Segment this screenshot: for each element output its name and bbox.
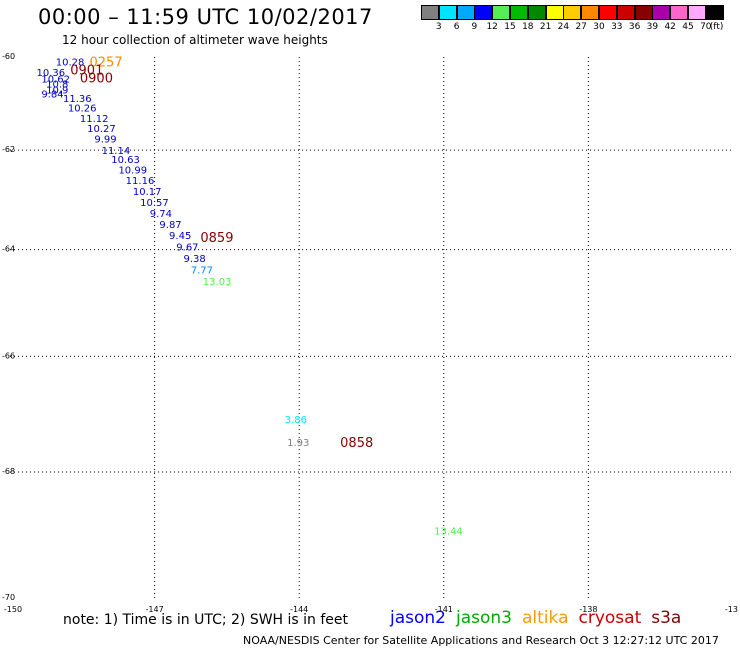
scale-label: 6 — [453, 22, 460, 32]
y-tick-label: -68 — [2, 467, 15, 476]
scale-swatch — [634, 5, 653, 20]
swh-data-point: 9.67 — [176, 242, 198, 253]
swh-data-point: 10.8 — [46, 79, 68, 90]
scale-swatch — [474, 5, 493, 20]
units-note: note: 1) Time is in UTC; 2) SWH is in fe… — [63, 612, 349, 628]
swh-data-point: 9.84 — [41, 90, 63, 101]
swh-data-point: 10.27 — [87, 124, 116, 135]
scale-swatch — [581, 5, 600, 20]
scale-swatch — [438, 5, 457, 20]
chart-subtitle: 12 hour collection of altimeter wave hei… — [62, 33, 328, 47]
scale-swatch — [563, 5, 582, 20]
scale-label: 9 — [471, 22, 478, 32]
swh-data-point: 9.38 — [184, 254, 206, 265]
scale-label: 18 — [522, 22, 534, 32]
satellite-jason2: jason2 — [390, 608, 446, 628]
x-tick-label: -144 — [290, 605, 308, 614]
scale-label: 15 — [504, 22, 516, 32]
chart-title: 00:00 – 11:59 UTC 10/02/2017 — [38, 5, 373, 29]
scale-swatch — [599, 5, 617, 20]
scale-unit: (ft) — [709, 22, 724, 32]
y-tick-label: -60 — [2, 52, 15, 61]
satellite-s3a: s3a — [651, 608, 682, 628]
scale-label: 36 — [628, 22, 641, 32]
swh-data-point: 10.63 — [111, 155, 140, 166]
swh-data-point: 3.86 — [285, 415, 307, 426]
x-tick-label: -13 — [725, 605, 738, 614]
swh-data-point: 10.9 — [46, 85, 68, 96]
scale-swatch — [492, 5, 511, 20]
scale-label: 21 — [539, 22, 552, 32]
pass-time-label: 0858 — [340, 436, 373, 451]
scale-swatch — [616, 5, 635, 20]
scale-swatch — [688, 5, 706, 20]
scale-swatch — [456, 5, 475, 20]
scale-swatch — [652, 5, 671, 20]
swh-data-point: 10.62 — [41, 74, 70, 85]
scale-label: 27 — [575, 22, 587, 32]
swh-data-point: 1.93 — [287, 438, 309, 449]
scale-swatch — [670, 5, 689, 20]
satellite-legend: jason2 jason3 altika cryosat s3a — [390, 608, 691, 628]
scale-label: 70 — [700, 22, 712, 32]
swh-data-point: 9.99 — [94, 135, 116, 146]
x-tick-label: -150 — [4, 605, 22, 614]
swh-data-point: 7.77 — [191, 265, 213, 276]
swh-data-point: 11.14 — [102, 146, 131, 157]
swh-data-point: 13.44 — [434, 526, 463, 537]
swh-data-point: 10.28 — [56, 58, 85, 69]
swh-data-point: 10.57 — [140, 198, 169, 209]
scale-swatch — [421, 5, 439, 20]
scale-label: 30 — [593, 22, 605, 32]
scale-label: 3 — [435, 22, 442, 32]
x-tick-label: -141 — [435, 605, 453, 614]
scale-label: 42 — [664, 22, 676, 32]
scale-label: 33 — [611, 22, 623, 32]
satellite-jason3: jason3 — [456, 608, 512, 628]
x-tick-label: -138 — [579, 605, 597, 614]
pass-time-label: 0859 — [200, 231, 233, 246]
swh-data-point: 9.87 — [159, 220, 181, 231]
y-tick-label: -70 — [2, 593, 15, 602]
swh-data-point: 9.45 — [169, 231, 191, 242]
swh-data-point: 10.36 — [37, 68, 66, 79]
scale-swatch — [527, 5, 546, 20]
scale-label: 12 — [486, 22, 498, 32]
y-tick-label: -62 — [2, 145, 15, 154]
swh-data-point: 10.26 — [68, 103, 97, 114]
y-tick-label: -64 — [2, 245, 15, 254]
scale-swatch — [705, 5, 724, 20]
pass-time-label: 0900 — [80, 71, 113, 86]
scale-swatch — [545, 5, 564, 20]
scale-label: 39 — [646, 22, 659, 32]
satellite-altika: altika — [522, 608, 569, 628]
pass-time-label: 0257 — [90, 56, 123, 71]
y-tick-label: -66 — [2, 351, 15, 360]
pass-time-label: 0901 — [70, 64, 103, 79]
credit-line: NOAA/NESDIS Center for Satellite Applica… — [243, 634, 719, 647]
swh-data-point: 13.03 — [203, 277, 232, 288]
swh-data-point: 11.12 — [80, 114, 109, 125]
scale-label: 45 — [682, 22, 694, 32]
satellite-cryosat: cryosat — [578, 608, 642, 628]
swh-data-point: 11.36 — [63, 94, 92, 105]
swh-data-point: 9.74 — [150, 209, 172, 220]
scale-swatch — [510, 5, 528, 20]
scale-label: 24 — [557, 22, 570, 32]
swh-data-point: 10.17 — [133, 187, 162, 198]
swh-data-point: 10.99 — [118, 165, 147, 176]
swh-data-point: 11.16 — [126, 176, 155, 187]
x-tick-label: -147 — [146, 605, 164, 614]
